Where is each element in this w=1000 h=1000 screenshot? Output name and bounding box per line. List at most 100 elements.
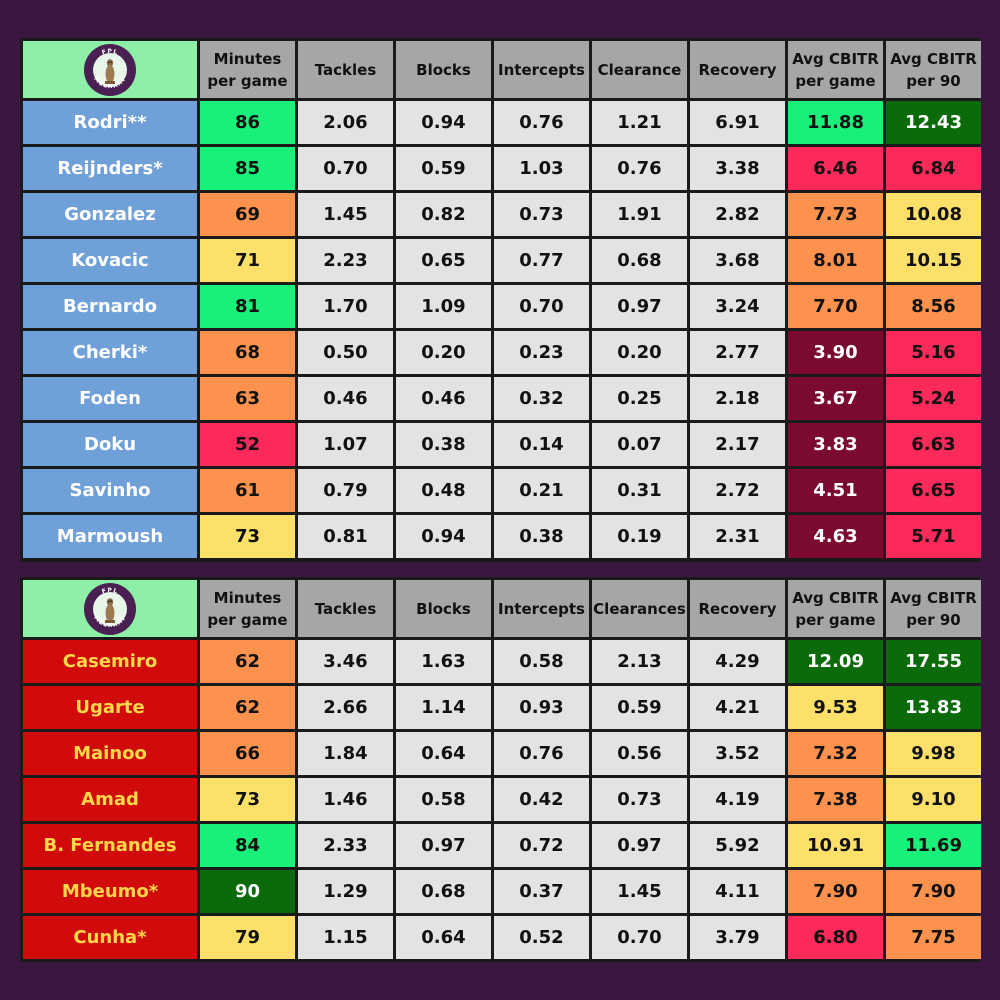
cell-cbitr-per-game: 7.70: [788, 285, 883, 328]
cell-cbitr-per-90: 5.24: [886, 377, 981, 420]
cell-blocks: 0.68: [396, 870, 491, 913]
cell-cbitr-per-game: 10.91: [788, 824, 883, 867]
cell-recovery: 3.79: [690, 916, 785, 959]
player-name: Amad: [23, 778, 197, 821]
cell-tackles: 1.29: [298, 870, 393, 913]
cell-clearance: 0.56: [592, 732, 687, 775]
cell-clearance: 0.70: [592, 916, 687, 959]
cell-blocks: 1.09: [396, 285, 491, 328]
cell-clearance: 0.97: [592, 824, 687, 867]
cell-intercepts: 0.76: [494, 101, 589, 144]
cell-blocks: 0.64: [396, 732, 491, 775]
cell-recovery: 2.72: [690, 469, 785, 512]
cell-blocks: 0.82: [396, 193, 491, 236]
column-header-minutes: Minutes per game: [200, 41, 295, 98]
table-row: Savinho 61 0.79 0.48 0.21 0.31 2.72 4.51 6.65: [23, 469, 981, 512]
cell-tackles: 2.06: [298, 101, 393, 144]
column-header-recovery: Recovery: [690, 41, 785, 98]
table-row: Kovacic 71 2.23 0.65 0.77 0.68 3.68 8.01 10.15: [23, 239, 981, 282]
cell-clearance: 1.45: [592, 870, 687, 913]
cell-blocks: 0.38: [396, 423, 491, 466]
header-row: FPL MEERKAT Minutes per game Tackles Block…: [23, 41, 981, 98]
cell-recovery: 3.24: [690, 285, 785, 328]
cell-clearance: 0.76: [592, 147, 687, 190]
table-row: Rodri** 86 2.06 0.94 0.76 1.21 6.91 11.88 12.43: [23, 101, 981, 144]
cell-tackles: 2.23: [298, 239, 393, 282]
cell-tackles: 1.84: [298, 732, 393, 775]
cell-blocks: 1.63: [396, 640, 491, 683]
table-row: Gonzalez 69 1.45 0.82 0.73 1.91 2.82 7.73 10.08: [23, 193, 981, 236]
cell-minutes: 84: [200, 824, 295, 867]
cell-minutes: 86: [200, 101, 295, 144]
table-row: Doku 52 1.07 0.38 0.14 0.07 2.17 3.83 6.63: [23, 423, 981, 466]
cell-intercepts: 0.77: [494, 239, 589, 282]
table-row: Cherki* 68 0.50 0.20 0.23 0.20 2.77 3.90 5.16: [23, 331, 981, 374]
cell-tackles: 1.45: [298, 193, 393, 236]
cell-recovery: 5.92: [690, 824, 785, 867]
cell-clearance: 0.59: [592, 686, 687, 729]
cell-minutes: 52: [200, 423, 295, 466]
table-row: Casemiro 62 3.46 1.63 0.58 2.13 4.29 12.09 17.55: [23, 640, 981, 683]
player-name: Cherki*: [23, 331, 197, 374]
cell-blocks: 0.58: [396, 778, 491, 821]
cell-clearance: 1.91: [592, 193, 687, 236]
cell-recovery: 4.19: [690, 778, 785, 821]
man-city-stats-table: FPL MEERKAT Minutes per game Tackles Block…: [20, 38, 984, 561]
cell-cbitr-per-90: 17.55: [886, 640, 981, 683]
logo-cell: FPL MEERKAT: [23, 41, 197, 98]
cell-tackles: 1.70: [298, 285, 393, 328]
cell-cbitr-per-game: 7.73: [788, 193, 883, 236]
cell-intercepts: 0.42: [494, 778, 589, 821]
player-name: Gonzalez: [23, 193, 197, 236]
cell-minutes: 63: [200, 377, 295, 420]
header-row: FPL MEERKAT Minutes per game Tackles Block…: [23, 580, 981, 637]
cell-minutes: 90: [200, 870, 295, 913]
column-header-clearance: Clearance: [592, 41, 687, 98]
cell-clearance: 0.07: [592, 423, 687, 466]
cell-minutes: 79: [200, 916, 295, 959]
cell-blocks: 0.65: [396, 239, 491, 282]
cell-minutes: 85: [200, 147, 295, 190]
man-united-stats-table: FPL MEERKAT Minutes per game Tackles Block…: [20, 577, 984, 962]
cell-cbitr-per-game: 6.80: [788, 916, 883, 959]
cell-minutes: 71: [200, 239, 295, 282]
cell-cbitr-per-game: 11.88: [788, 101, 883, 144]
cell-cbitr-per-90: 8.56: [886, 285, 981, 328]
cell-cbitr-per-90: 6.84: [886, 147, 981, 190]
cell-intercepts: 0.38: [494, 515, 589, 558]
cell-clearance: 2.13: [592, 640, 687, 683]
column-header-clearance: Clearances: [592, 580, 687, 637]
table-row: Ugarte 62 2.66 1.14 0.93 0.59 4.21 9.53 13.83: [23, 686, 981, 729]
cell-cbitr-per-game: 7.32: [788, 732, 883, 775]
column-header-tackles: Tackles: [298, 41, 393, 98]
player-name: Kovacic: [23, 239, 197, 282]
cell-cbitr-per-90: 5.71: [886, 515, 981, 558]
table-row: Marmoush 73 0.81 0.94 0.38 0.19 2.31 4.63 5.71: [23, 515, 981, 558]
cell-tackles: 3.46: [298, 640, 393, 683]
cell-cbitr-per-game: 7.90: [788, 870, 883, 913]
cell-recovery: 4.21: [690, 686, 785, 729]
svg-text:FPL: FPL: [101, 586, 119, 594]
cell-cbitr-per-game: 12.09: [788, 640, 883, 683]
column-header-cbitr-per-90: Avg CBITR per 90: [886, 41, 981, 98]
table-row: Amad 73 1.46 0.58 0.42 0.73 4.19 7.38 9.10: [23, 778, 981, 821]
cell-recovery: 2.18: [690, 377, 785, 420]
cell-cbitr-per-game: 8.01: [788, 239, 883, 282]
cell-tackles: 1.07: [298, 423, 393, 466]
player-name: Marmoush: [23, 515, 197, 558]
table-row: Bernardo 81 1.70 1.09 0.70 0.97 3.24 7.70 8.56: [23, 285, 981, 328]
cell-blocks: 0.59: [396, 147, 491, 190]
cell-recovery: 3.68: [690, 239, 785, 282]
cell-tackles: 1.46: [298, 778, 393, 821]
cell-cbitr-per-90: 6.65: [886, 469, 981, 512]
cell-blocks: 0.46: [396, 377, 491, 420]
player-name: Foden: [23, 377, 197, 420]
cell-intercepts: 0.72: [494, 824, 589, 867]
column-header-intercepts: Intercepts: [494, 41, 589, 98]
cell-intercepts: 0.37: [494, 870, 589, 913]
cell-recovery: 2.17: [690, 423, 785, 466]
cell-recovery: 4.11: [690, 870, 785, 913]
cell-cbitr-per-90: 9.10: [886, 778, 981, 821]
cell-cbitr-per-game: 4.51: [788, 469, 883, 512]
cell-recovery: 3.52: [690, 732, 785, 775]
